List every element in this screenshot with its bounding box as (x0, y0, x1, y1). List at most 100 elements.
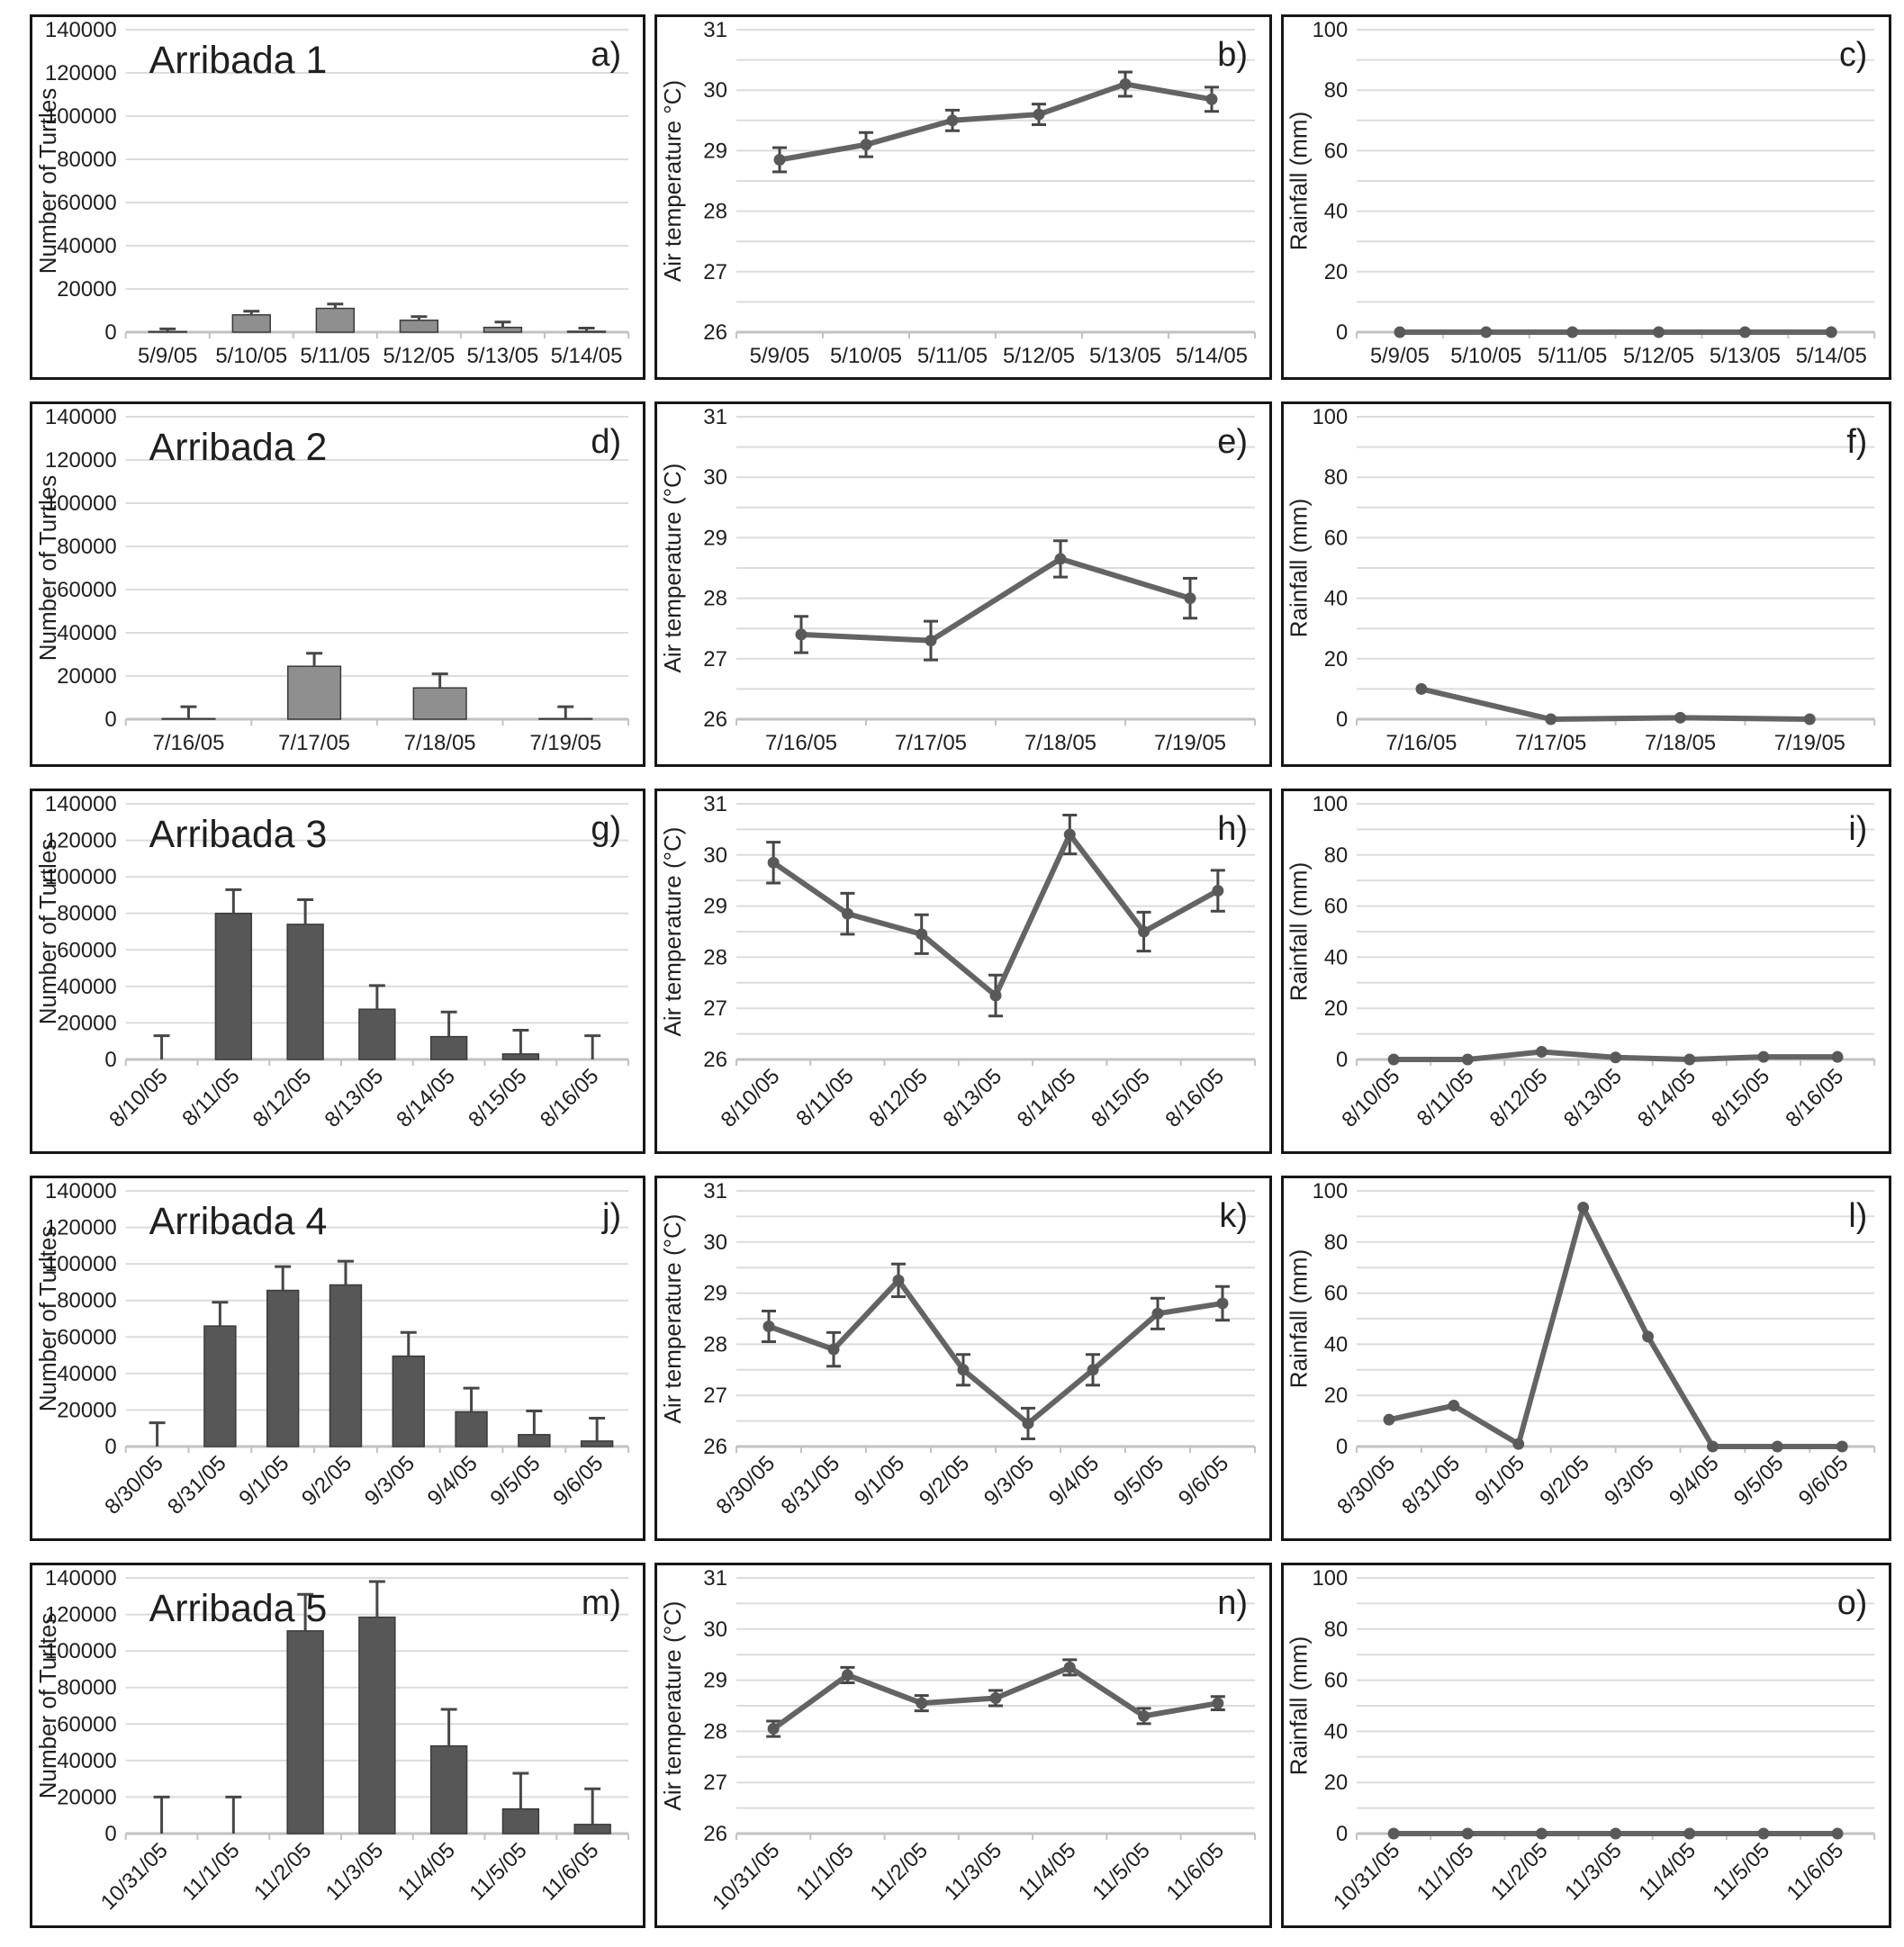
bar (501, 1053, 540, 1060)
y-tick-label: 80 (1324, 78, 1348, 103)
x-tick-label: 7/17/05 (1515, 731, 1586, 755)
chart-svg-c: 0 20 40 60 80 100 5/9/05 5/10/05 5/11/05 5/12/05 5… (1287, 18, 1876, 368)
x-tick-label: 5/14/05 (551, 344, 623, 368)
x-tick-label: 9/2/05 (1535, 1451, 1594, 1510)
data-point (1216, 1297, 1229, 1310)
x-tick-label: 8/15/05 (1087, 1064, 1155, 1132)
x-tick-label: 8/11/05 (1412, 1064, 1479, 1131)
y-axis-title: Rainfall (mm) (1287, 112, 1313, 250)
y-tick-label: 40000 (57, 1749, 117, 1773)
y-tick-label: 0 (1336, 320, 1348, 345)
y-tick-label: 20000 (57, 1785, 117, 1809)
x-tick-label: 7/19/05 (1154, 731, 1226, 755)
data-point (957, 1364, 970, 1376)
y-tick-label: 28 (703, 1719, 727, 1744)
x-tick-label: 7/18/05 (404, 731, 476, 755)
panel-letter: j) (601, 1197, 621, 1235)
data-point (1033, 108, 1045, 121)
x-tick-label: 11/6/05 (1162, 1838, 1229, 1905)
y-tick-label: 60000 (57, 1712, 117, 1736)
y-tick-label: 26 (703, 1048, 727, 1072)
x-tick-label: 8/30/05 (1332, 1451, 1400, 1519)
data-point (1461, 1053, 1474, 1066)
data-point (1415, 682, 1428, 695)
data-point (1757, 1050, 1770, 1063)
x-tick-label: 8/14/05 (1013, 1064, 1081, 1132)
y-tick-label: 31 (703, 1179, 727, 1203)
panel-letter: g) (591, 810, 621, 848)
x-tick-label: 5/10/05 (1450, 344, 1521, 368)
panel-letter: b) (1217, 36, 1248, 74)
data-line (777, 81, 1214, 163)
panel-l: 0 20 40 60 80 100 8/30/05 8/31/05 9/1/05 9/2/05 9/… (1281, 1176, 1891, 1541)
x-tick-label: 10/31/05 (96, 1838, 173, 1915)
y-tick-label: 60000 (57, 1325, 117, 1349)
x-tick-label: 8/10/05 (717, 1064, 785, 1132)
y-tick-label: 0 (104, 1048, 116, 1072)
y-tick-label: 30 (703, 465, 727, 490)
x-tick-label: 11/1/05 (177, 1838, 244, 1905)
x-tick-label: 8/31/05 (1397, 1451, 1465, 1519)
y-tick-label: 40 (1324, 199, 1348, 223)
data-point (916, 928, 928, 941)
y-tick-label: 20000 (57, 1398, 117, 1422)
y-axis-title: Air temperature °C) (659, 80, 686, 282)
y-tick-label: 0 (1336, 1822, 1348, 1846)
y-tick-label: 20 (1324, 260, 1348, 284)
bar (358, 1616, 396, 1834)
x-tick-label: 8/16/05 (536, 1064, 603, 1132)
data-point (1184, 592, 1196, 605)
data-point (860, 139, 872, 151)
data-point (1825, 326, 1837, 338)
panel-a: 0 20000 40000 60000 80000 100000 120000 140000 5… (30, 14, 645, 380)
y-tick-label: 80 (1324, 1230, 1348, 1255)
y-tick-label: 20 (1324, 996, 1348, 1021)
x-tick-label: 9/2/05 (297, 1451, 356, 1510)
bar (412, 687, 467, 720)
chart-svg-g: 0 20000 40000 60000 80000 100000 120000 140000 8… (34, 792, 630, 1132)
y-tick-label: 28 (703, 1332, 727, 1357)
y-tick-label: 120000 (45, 1603, 117, 1627)
x-tick-label: 8/10/05 (104, 1064, 172, 1132)
y-tick-label: 20000 (57, 277, 117, 302)
data-point (1138, 1709, 1151, 1722)
x-tick-label: 11/3/05 (940, 1838, 1006, 1905)
data-point (989, 1691, 1002, 1704)
x-tick-label: 9/4/05 (1044, 1451, 1104, 1510)
chart-svg-f: 0 20 40 60 80 100 7/16/05 7/17/05 7/18/05 7/19/05… (1287, 405, 1876, 755)
y-tick-label: 140000 (45, 1179, 117, 1203)
data-point (1205, 93, 1218, 105)
chart-title: Arribada 2 (149, 426, 328, 469)
x-tick-label: 5/13/05 (1089, 344, 1161, 368)
y-tick-label: 80000 (57, 535, 117, 559)
x-tick-label: 9/5/05 (1109, 1451, 1169, 1510)
y-tick-label: 40000 (57, 234, 117, 258)
x-tick-label: 7/17/05 (278, 731, 350, 755)
data-point (1512, 1438, 1525, 1450)
x-tick-label: 9/2/05 (915, 1451, 974, 1510)
x-tick-label: 11/1/05 (1412, 1838, 1479, 1906)
data-point (841, 1669, 853, 1681)
y-tick-label: 40000 (57, 621, 117, 645)
y-tick-label: 26 (703, 1435, 727, 1459)
x-tick-label: 8/16/05 (1160, 1064, 1229, 1132)
x-tick-label: 11/6/05 (537, 1838, 603, 1905)
bar (286, 1630, 324, 1834)
bar (329, 1284, 363, 1447)
data-point (795, 628, 808, 641)
x-tick-label: 7/19/05 (529, 731, 601, 755)
data-point (1566, 326, 1579, 338)
panel-b: 26 27 28 29 30 31 5/9/05 5/10/05 5/11/05 5/12/05 5… (654, 14, 1272, 380)
panel-letter: d) (591, 423, 621, 461)
x-tick-label: 8/12/05 (864, 1064, 933, 1132)
panel-d: 0 20000 40000 60000 80000 100000 120000 140000 7… (30, 401, 645, 767)
panel-letter: f) (1846, 423, 1867, 461)
y-tick-label: 60000 (57, 578, 117, 602)
x-tick-label: 11/3/05 (1560, 1838, 1627, 1906)
data-point (767, 856, 780, 869)
x-tick-label: 5/12/05 (383, 344, 455, 368)
x-tick-label: 7/17/05 (895, 731, 967, 755)
panel-letter: n) (1217, 1584, 1248, 1622)
data-point (1757, 1827, 1770, 1840)
y-axis-title: Number of Turtles (34, 839, 61, 1025)
